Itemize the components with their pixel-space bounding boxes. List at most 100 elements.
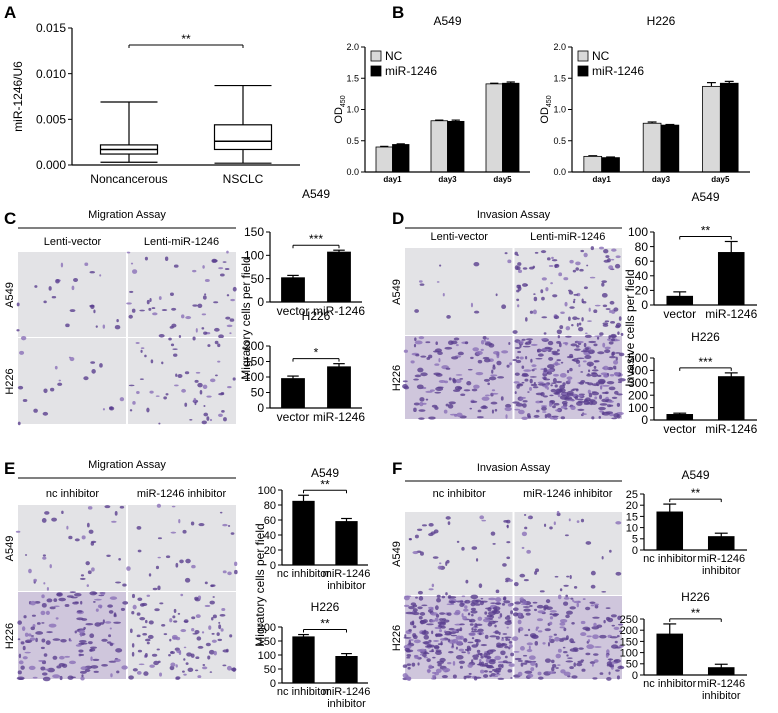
cell <box>157 537 162 540</box>
y-axis-label-sub: 450 <box>546 95 553 107</box>
cell <box>217 343 221 348</box>
cell <box>571 675 578 679</box>
cell <box>549 621 553 626</box>
x-tick-label-box: Noncancerous <box>90 173 167 186</box>
cell <box>135 342 140 345</box>
cell <box>554 263 560 268</box>
cell <box>515 359 522 364</box>
y-tick-label: 250 <box>620 614 638 626</box>
cell <box>592 634 599 640</box>
cell <box>210 584 214 588</box>
cell <box>90 656 93 662</box>
cell <box>580 249 585 253</box>
cell <box>156 648 160 651</box>
cell <box>66 595 74 598</box>
cell <box>582 626 591 631</box>
cell <box>419 653 423 656</box>
cell <box>428 644 435 648</box>
cell <box>478 661 483 666</box>
cell <box>483 674 489 678</box>
y-tick-label: 40 <box>264 530 276 542</box>
cell <box>615 571 622 576</box>
cell <box>49 606 56 610</box>
cell <box>471 546 478 550</box>
cell <box>569 606 576 610</box>
cell <box>485 394 490 397</box>
cell <box>478 632 482 636</box>
y-tick-label: 50 <box>251 386 265 400</box>
cell <box>560 637 569 641</box>
cell <box>128 675 134 680</box>
cell <box>131 643 135 648</box>
cell <box>194 596 199 601</box>
cell <box>419 648 426 653</box>
cell <box>570 597 574 600</box>
cell <box>473 384 480 389</box>
cell <box>610 614 617 618</box>
cell <box>184 577 191 583</box>
cell <box>99 274 102 277</box>
cell <box>170 531 177 534</box>
cell <box>565 614 570 619</box>
cell <box>480 655 484 659</box>
cell <box>19 350 25 355</box>
chart-title: H226 <box>681 590 710 604</box>
y-tick-label: 0 <box>641 413 648 427</box>
cell <box>558 342 562 348</box>
cell <box>425 341 431 344</box>
cell <box>191 564 196 569</box>
cell <box>90 304 95 309</box>
cell <box>534 251 539 254</box>
cell <box>16 302 20 307</box>
cell <box>203 405 206 407</box>
significance-label: ** <box>691 606 701 620</box>
cell <box>132 604 137 610</box>
cell <box>596 336 600 340</box>
cell <box>131 269 138 274</box>
cell <box>601 280 608 284</box>
cell <box>611 396 618 399</box>
cell <box>221 607 226 611</box>
bar <box>327 366 351 409</box>
cell <box>536 409 540 413</box>
x-tick-label: day5 <box>711 175 730 184</box>
cell <box>101 663 108 667</box>
cell <box>613 372 619 375</box>
cell <box>525 355 528 360</box>
cell <box>58 597 67 602</box>
cell <box>419 283 425 286</box>
cell <box>178 335 182 338</box>
cell <box>566 610 573 615</box>
cell <box>69 591 76 594</box>
cell <box>607 617 614 623</box>
cell <box>540 250 547 254</box>
cell <box>61 510 64 515</box>
cell <box>80 666 88 670</box>
chart-title: A549 <box>691 190 719 204</box>
cell <box>467 651 471 655</box>
cell <box>232 286 237 292</box>
cell <box>504 252 508 255</box>
cell <box>568 518 571 522</box>
cell <box>588 340 597 344</box>
cell <box>97 604 103 609</box>
cell <box>526 642 533 646</box>
x-tick-label-box: vector <box>277 305 310 318</box>
cell <box>590 246 595 251</box>
cell <box>209 600 215 605</box>
x-tick-label: NSCLC <box>222 173 264 186</box>
chart-title: H226 <box>647 14 676 28</box>
micrograph <box>128 338 236 424</box>
cell <box>584 332 588 335</box>
cell <box>136 525 142 530</box>
cell <box>440 638 446 641</box>
cell <box>529 387 532 391</box>
cell <box>204 581 208 585</box>
cell <box>491 610 498 614</box>
cell <box>46 598 53 603</box>
cell <box>222 570 227 574</box>
cell <box>504 636 512 639</box>
cell <box>114 510 118 516</box>
cell <box>175 562 179 568</box>
cell <box>547 641 551 647</box>
